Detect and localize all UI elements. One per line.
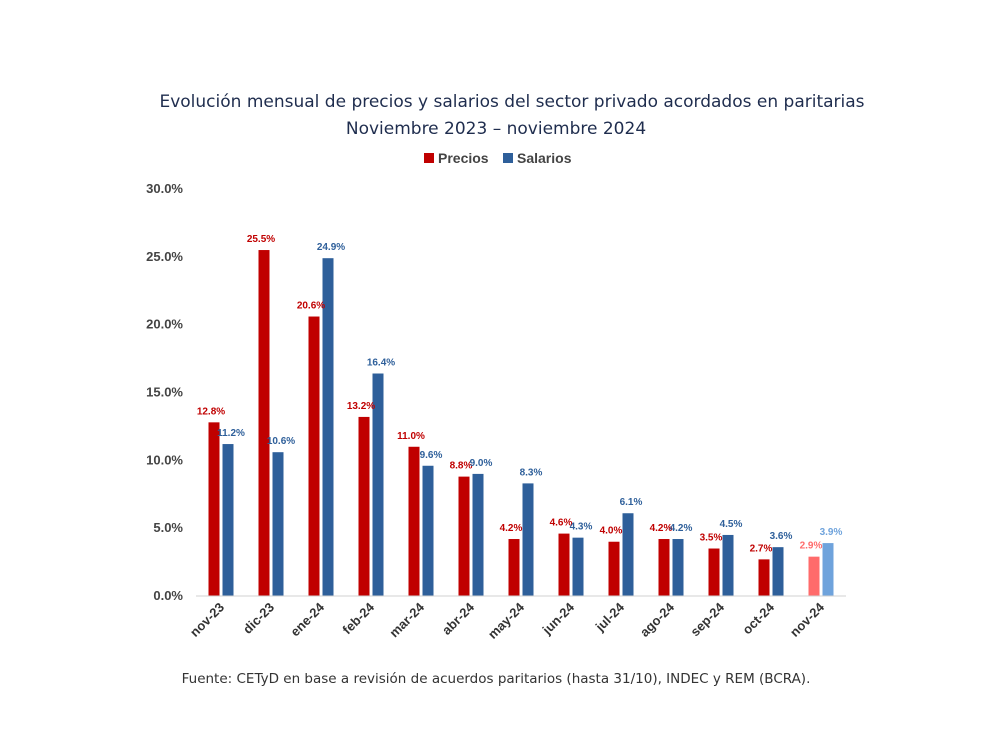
bar-salarios-oct-24 [772,547,784,596]
bar-salarios-dic-23 [272,452,284,596]
data-label-precios-nov-23: 12.8% [197,406,225,417]
data-label-precios-jun-24: 4.6% [550,518,573,529]
y-tick-label: 20.0% [146,317,183,332]
x-tick-label: feb-24 [339,599,377,637]
x-tick-label: jul-24 [592,599,628,635]
bar-precios-mar-24 [408,446,420,596]
x-axis: nov-23 dic-23 ene-24 feb-24 mar-24 abr-24 may-… [187,599,828,642]
legend-label-precios: Precios [438,150,489,166]
x-tick-label: mar-24 [386,599,427,640]
data-label-precios-feb-24: 13.2% [347,401,375,412]
data-label-salarios-dic-23: 10.6% [267,436,295,447]
bar-precios-ago-24 [658,539,670,596]
bar-precios-abr-24 [458,476,470,596]
data-labels: 12.8% 11.2% 25.5% 10.6% 20.6% 24.9% 13.2% 16.4%… [197,234,843,554]
bar-precios-jun-24 [558,533,570,596]
legend: Precios Salarios [424,150,572,166]
legend-label-salarios: Salarios [517,150,572,166]
data-label-salarios-jun-24: 4.3% [570,522,593,533]
data-label-precios-ago-24: 4.2% [650,523,673,534]
x-tick-label: dic-23 [240,600,277,637]
data-label-salarios-sep-24: 4.5% [720,519,743,530]
bar-precios-nov-24 [808,556,820,596]
data-label-precios-dic-23: 25.5% [247,234,275,245]
data-label-salarios-nov-23: 11.2% [217,428,245,439]
bar-salarios-abr-24 [472,473,484,596]
data-label-precios-may-24: 4.2% [500,523,523,534]
y-tick-label: 30.0% [146,181,183,196]
chart-subtitle: Noviembre 2023 – noviembre 2024 [346,119,646,139]
bar-precios-oct-24 [758,559,770,596]
legend-swatch-salarios [503,153,513,163]
x-tick-label: oct-24 [739,599,777,637]
data-label-precios-ene-24: 20.6% [297,301,325,312]
data-label-salarios-mar-24: 9.6% [420,450,443,461]
x-tick-label: nov-24 [787,599,828,640]
x-tick-label: nov-23 [187,600,227,640]
bar-precios-nov-23 [208,422,220,596]
bar-salarios-ago-24 [672,539,684,596]
bar-precios-sep-24 [708,548,720,596]
x-tick-label: abr-24 [439,599,478,638]
bar-salarios-sep-24 [722,534,734,596]
bar-precios-ene-24 [308,316,320,596]
bar-precios-feb-24 [358,416,370,596]
x-tick-label: ago-24 [637,599,678,640]
bar-salarios-nov-24 [822,543,834,596]
bar-salarios-mar-24 [422,465,434,596]
data-label-salarios-may-24: 8.3% [520,467,543,478]
x-tick-label: jun-24 [539,599,578,638]
legend-swatch-precios [424,153,434,163]
y-tick-label: 25.0% [146,249,183,264]
bars [208,250,834,597]
data-label-precios-mar-24: 11.0% [397,431,425,442]
bar-salarios-jun-24 [572,537,584,596]
data-label-salarios-oct-24: 3.6% [770,531,793,542]
bar-salarios-ene-24 [322,258,334,596]
data-label-salarios-jul-24: 6.1% [620,497,643,508]
source-note: Fuente: CETyD en base a revisión de acue… [182,671,811,687]
x-tick-label: ene-24 [287,599,327,639]
bar-precios-jul-24 [608,541,620,596]
y-tick-label: 15.0% [146,385,183,400]
y-tick-label: 0.0% [153,588,183,603]
x-tick-label: may-24 [485,599,528,642]
data-label-precios-jul-24: 4.0% [600,526,623,537]
y-axis: 0.0% 5.0% 10.0% 15.0% 20.0% 25.0% 30.0% [146,181,183,603]
data-label-salarios-nov-24: 3.9% [820,527,843,538]
data-label-precios-abr-24: 8.8% [450,461,473,472]
bar-precios-dic-23 [258,250,270,597]
bar-precios-may-24 [508,539,520,596]
data-label-salarios-abr-24: 9.0% [470,458,493,469]
bar-salarios-nov-23 [222,444,234,596]
chart-title: Evolución mensual de precios y salarios … [159,92,864,112]
y-tick-label: 5.0% [153,520,183,535]
data-label-salarios-ene-24: 24.9% [317,242,345,253]
data-label-salarios-ago-24: 4.2% [670,523,693,534]
bar-salarios-feb-24 [372,373,384,596]
x-tick-label: sep-24 [687,599,727,639]
data-label-precios-nov-24: 2.9% [800,541,823,552]
bar-salarios-may-24 [522,483,534,596]
bar-salarios-jul-24 [622,513,634,596]
data-label-precios-oct-24: 2.7% [750,543,773,554]
y-tick-label: 10.0% [146,452,183,467]
data-label-precios-sep-24: 3.5% [700,533,723,544]
data-label-salarios-feb-24: 16.4% [367,358,395,369]
